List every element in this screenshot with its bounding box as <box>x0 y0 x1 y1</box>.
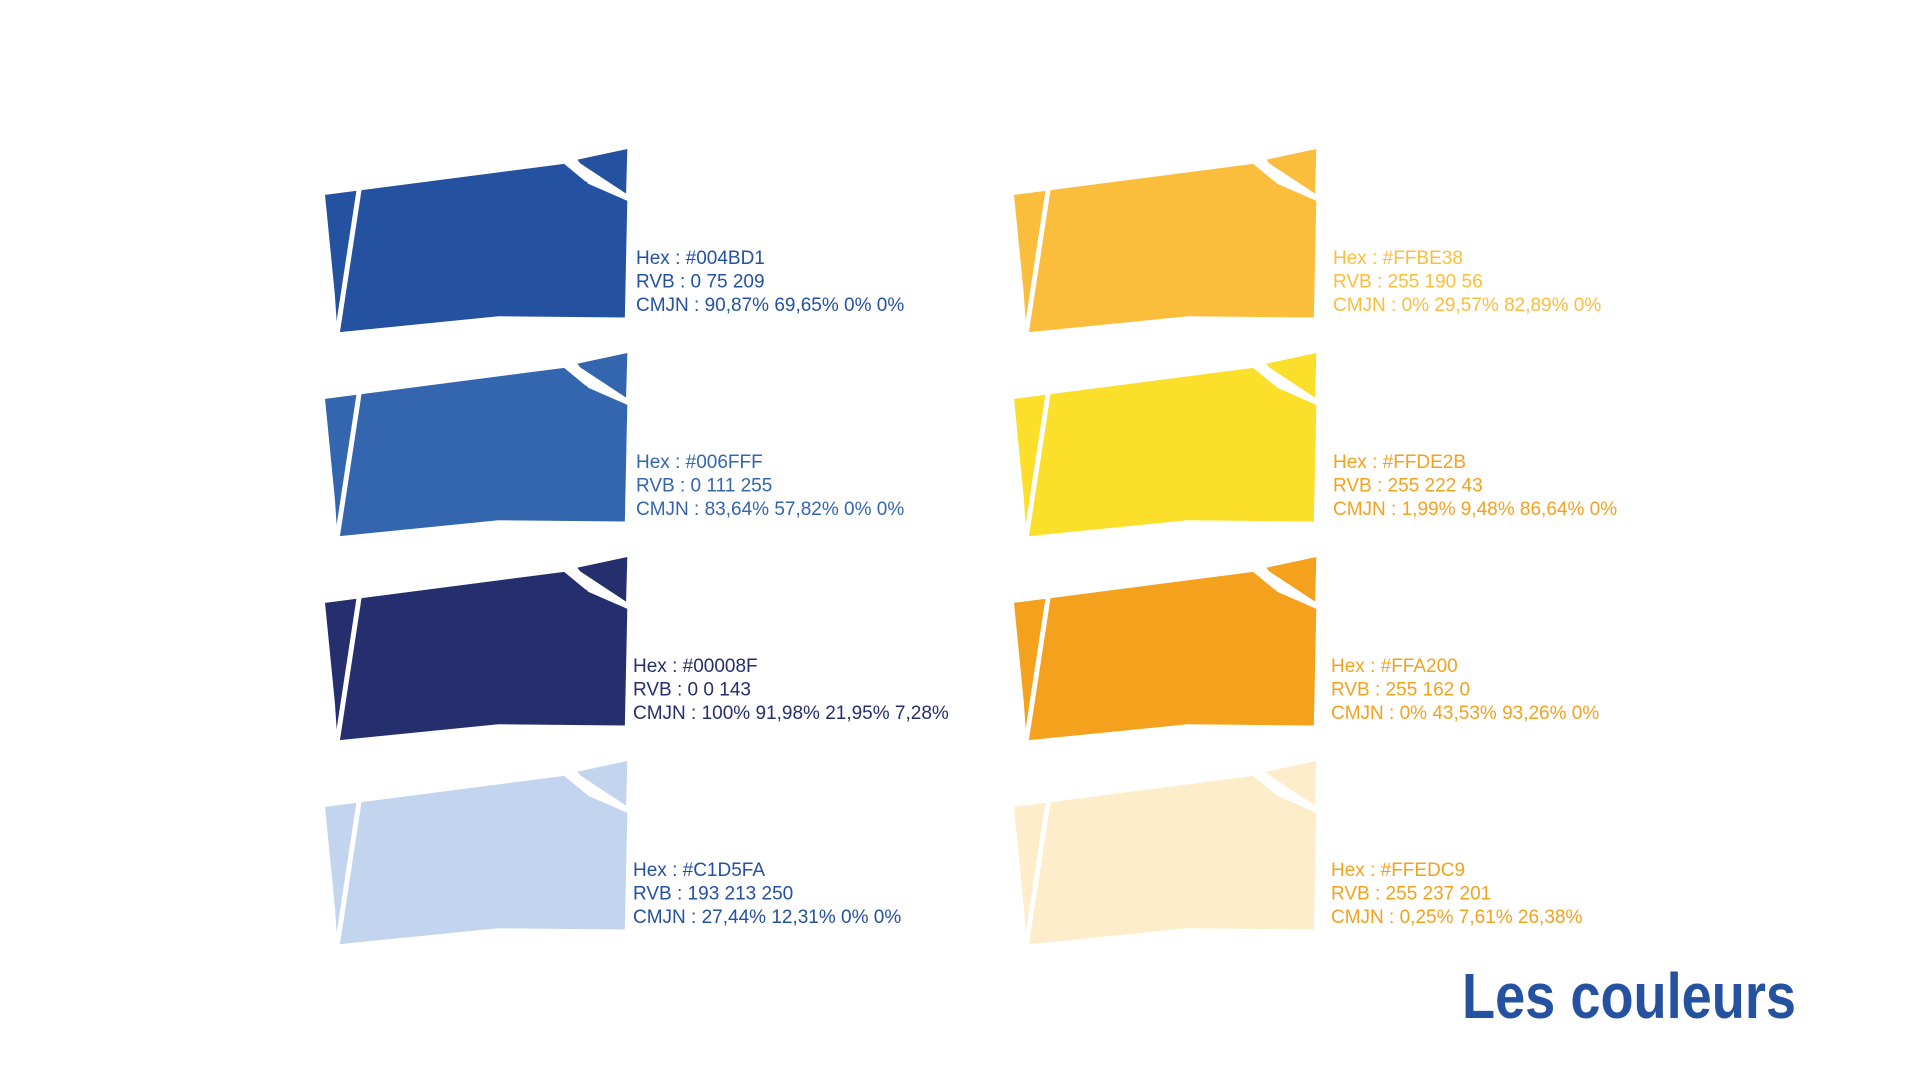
swatch-corner <box>575 353 628 398</box>
swatch <box>325 353 632 537</box>
swatch-corner <box>1264 761 1317 806</box>
swatch-shape <box>325 571 628 741</box>
color-rvb: RVB : 255 237 201 <box>1331 884 1491 905</box>
swatch-cut <box>334 381 364 537</box>
swatch-shape <box>325 163 628 333</box>
color-rvb: RVB : 193 213 250 <box>633 884 793 905</box>
color-rvb: RVB : 0 0 143 <box>633 680 751 701</box>
color-cmjn: CMJN : 0% 29,57% 82,89% 0% <box>1333 295 1601 316</box>
color-cmjn: CMJN : 100% 91,98% 21,95% 7,28% <box>633 703 949 724</box>
swatch-fold <box>1259 157 1321 202</box>
color-hex: Hex : #FFBE38 <box>1333 248 1463 269</box>
swatch-fold <box>1259 769 1321 814</box>
swatch-shape <box>325 775 628 945</box>
swatch-shape <box>325 367 628 537</box>
swatch-fold <box>1259 361 1321 406</box>
swatch-cut <box>1023 789 1053 945</box>
color-hex: Hex : #FFDE2B <box>1333 452 1466 473</box>
color-cmjn: CMJN : 1,99% 9,48% 86,64% 0% <box>1333 499 1617 520</box>
swatch-corner <box>1264 557 1317 602</box>
color-cmjn: CMJN : 0% 43,53% 93,26% 0% <box>1331 703 1599 724</box>
color-hex: Hex : #FFA200 <box>1331 656 1458 677</box>
swatch-corner <box>1264 149 1317 194</box>
swatch-fold <box>570 565 632 610</box>
color-rvb: RVB : 255 190 56 <box>1333 272 1483 293</box>
swatch-shape <box>1014 775 1317 945</box>
swatch <box>1014 761 1321 945</box>
color-rvb: RVB : 255 222 43 <box>1333 476 1483 497</box>
color-cmjn: CMJN : 83,64% 57,82% 0% 0% <box>636 499 904 520</box>
color-hex: Hex : #006FFF <box>636 452 763 473</box>
swatch <box>1014 149 1321 333</box>
color-rvb: RVB : 0 75 209 <box>636 272 765 293</box>
color-hex: Hex : #00008F <box>633 656 758 677</box>
swatch-cut <box>1023 177 1053 333</box>
swatch <box>325 557 632 741</box>
swatch-corner <box>575 761 628 806</box>
color-cmjn: CMJN : 27,44% 12,31% 0% 0% <box>633 907 901 928</box>
color-hex: Hex : #C1D5FA <box>633 860 765 881</box>
swatch-cut <box>1023 585 1053 741</box>
color-hex: Hex : #004BD1 <box>636 248 765 269</box>
color-rvb: RVB : 255 162 0 <box>1331 680 1470 701</box>
swatch-cut <box>1023 381 1053 537</box>
color-cmjn: CMJN : 0,25% 7,61% 26,38% <box>1331 907 1582 928</box>
swatch <box>1014 557 1321 741</box>
swatch-fold <box>570 157 632 202</box>
swatch-fold <box>570 769 632 814</box>
swatch-corner <box>1264 353 1317 398</box>
swatch-corner <box>575 557 628 602</box>
swatch <box>1014 353 1321 537</box>
swatch <box>325 761 632 945</box>
swatch-shape <box>1014 571 1317 741</box>
swatch-shape <box>1014 163 1317 333</box>
swatch-cut <box>334 789 364 945</box>
page-title: Les couleurs <box>1462 960 1796 1032</box>
color-hex: Hex : #FFEDC9 <box>1331 860 1465 881</box>
swatch-cut <box>334 177 364 333</box>
swatch-shape <box>1014 367 1317 537</box>
color-rvb: RVB : 0 111 255 <box>636 476 772 497</box>
swatch-fold <box>570 361 632 406</box>
color-cmjn: CMJN : 90,87% 69,65% 0% 0% <box>636 295 904 316</box>
swatch-fold <box>1259 565 1321 610</box>
swatch-cut <box>334 585 364 741</box>
swatch-corner <box>575 149 628 194</box>
swatch <box>325 149 632 333</box>
